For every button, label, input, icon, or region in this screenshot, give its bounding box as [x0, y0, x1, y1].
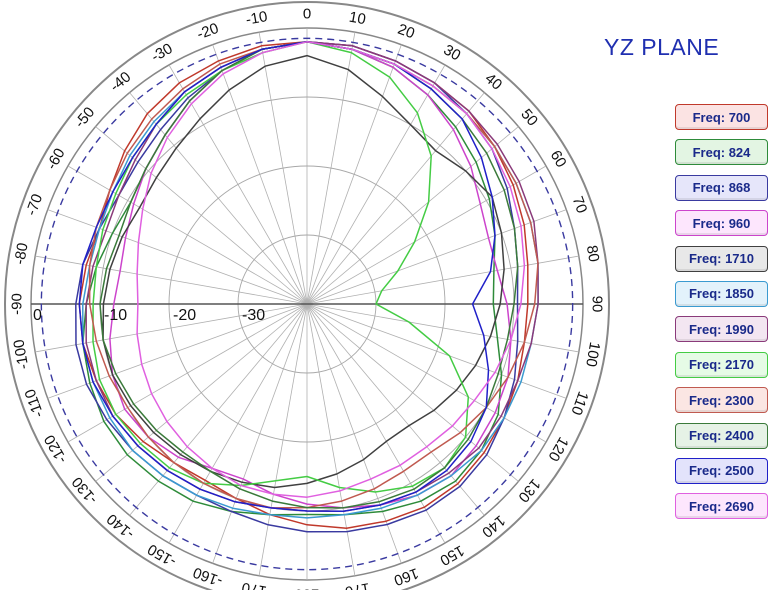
- series-line-10: [99, 41, 519, 509]
- angle-label: 30: [441, 41, 464, 64]
- angle-label: -150: [145, 540, 180, 570]
- angle-label: 0: [303, 6, 311, 23]
- series-line-12: [136, 41, 526, 498]
- angle-label: -10: [244, 8, 268, 29]
- legend-item: Freq: 1990: [675, 316, 768, 343]
- angle-label: 20: [395, 21, 416, 43]
- legend: Freq: 700 Freq: 824 Freq: 868 Freq: 960 Freq…: [675, 104, 768, 529]
- angle-label: 100: [582, 341, 603, 369]
- outer-ring: [4, 1, 610, 590]
- ring-label: -30: [242, 307, 265, 324]
- ring-label: 0: [33, 307, 42, 324]
- legend-item: Freq: 1710: [675, 245, 768, 272]
- ring-label: -10: [104, 307, 127, 324]
- legend-item: Freq: 824: [675, 139, 768, 166]
- angle-label: -20: [195, 20, 221, 43]
- legend-item: Freq: 960: [675, 210, 768, 237]
- polar-chart: 0 102030405060708090100110120130140150160…: [4, 1, 610, 590]
- legend-item: Freq: 2170: [675, 351, 768, 378]
- legend-item: Freq: 1850: [675, 280, 768, 307]
- legend-item: Freq: 2500: [675, 457, 768, 484]
- legend-item: Freq: 868: [675, 174, 768, 201]
- angle-label: -140: [104, 510, 138, 542]
- series-lines: [75, 41, 539, 533]
- series-line-8: [92, 41, 470, 493]
- angle-label: 10: [348, 9, 367, 29]
- plane-title: YZ PLANE: [604, 34, 720, 60]
- angle-label: -120: [41, 432, 71, 467]
- angle-label: -170: [240, 579, 273, 590]
- angle-label: 60: [547, 148, 570, 171]
- series-line-11: [78, 41, 496, 513]
- angle-label: -130: [69, 473, 101, 507]
- legend-item: Freq: 2300: [675, 387, 768, 414]
- series-line-4: [109, 41, 512, 509]
- angle-label: -80: [11, 241, 32, 265]
- reference-circle: [40, 37, 574, 571]
- angle-label: -100: [10, 338, 32, 371]
- angle-label: -90: [9, 293, 26, 315]
- angle-label: 180: [294, 586, 319, 590]
- angle-label: 70: [569, 194, 591, 215]
- legend-item: Freq: 700: [675, 104, 768, 130]
- legend-item: Freq: 2690: [675, 493, 768, 520]
- angle-label: 170: [344, 579, 372, 590]
- legend-item: Freq: 2400: [675, 422, 768, 449]
- ring-label: -20: [173, 307, 196, 324]
- series-line-5: [102, 54, 505, 489]
- angle-label: 80: [583, 244, 603, 263]
- angle-label: 90: [589, 296, 606, 313]
- angle-label: -70: [23, 192, 46, 218]
